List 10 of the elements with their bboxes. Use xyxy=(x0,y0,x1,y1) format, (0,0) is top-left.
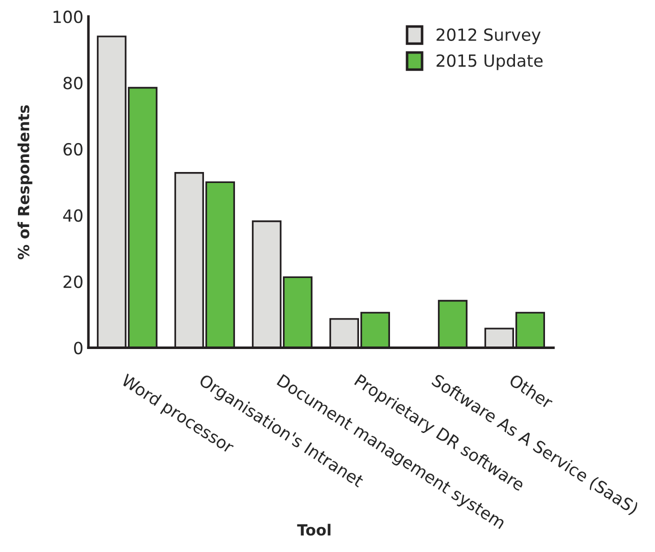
y-tick-label: 100 xyxy=(54,10,82,24)
y-tick-label: 20 xyxy=(64,275,82,288)
y-tick-label: 0 xyxy=(74,342,82,354)
legend-label: 2012 Survey xyxy=(436,28,541,44)
x-axis-title: Tool xyxy=(297,524,330,536)
y-tick-label: 60 xyxy=(64,143,82,156)
y-tick-label: 40 xyxy=(63,209,82,222)
y-axis-title: % of Respondents xyxy=(18,105,32,260)
legend-label: 2015 Update xyxy=(436,54,543,70)
y-tick-label: 80 xyxy=(63,76,82,90)
